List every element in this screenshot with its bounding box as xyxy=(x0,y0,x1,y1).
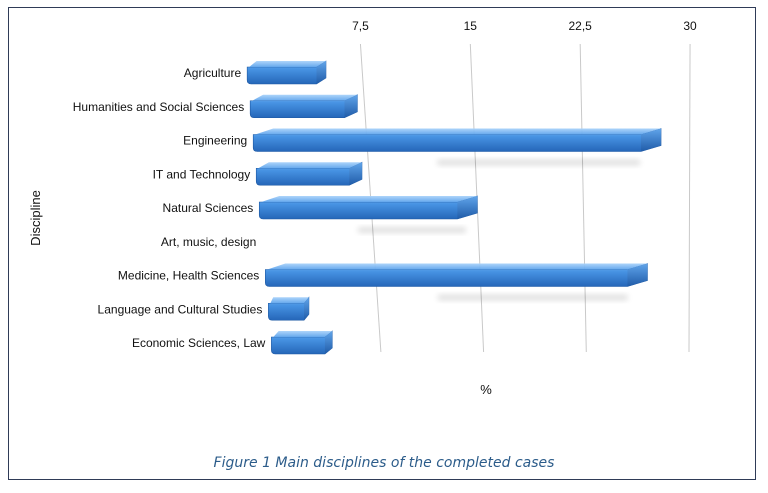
bar-cap xyxy=(324,331,333,354)
bar-top xyxy=(252,94,358,101)
figure-frame xyxy=(8,7,756,480)
bar-cap xyxy=(457,196,478,219)
bar xyxy=(258,195,478,220)
y-axis-title: Discipline xyxy=(28,190,43,246)
x-gridline xyxy=(579,43,587,353)
bar xyxy=(246,60,327,85)
bar-cap xyxy=(316,61,326,84)
x-tick-label: 15 xyxy=(464,19,478,33)
figure-caption: Figure 1 Main disciplines of the complet… xyxy=(213,455,555,471)
bar-shadow xyxy=(436,159,641,166)
x-tick-label: 22,5 xyxy=(569,19,593,33)
bar xyxy=(271,330,333,355)
category-label: Economic Sciences, Law xyxy=(132,336,266,350)
bar-cap xyxy=(304,297,309,321)
bar xyxy=(252,128,662,152)
bar-top xyxy=(255,128,662,135)
category-label: Medicine, Health Sciences xyxy=(118,269,259,283)
bar-cap xyxy=(349,162,362,186)
bar-top xyxy=(270,297,309,304)
bar xyxy=(249,94,358,119)
category-label: IT and Technology xyxy=(153,167,251,181)
bar-top xyxy=(267,263,648,270)
bar xyxy=(268,296,310,321)
bar-shadow xyxy=(357,227,467,233)
category-label: Language and Cultural Studies xyxy=(98,302,263,316)
bar-cap xyxy=(344,94,358,118)
category-label: Art, music, design xyxy=(161,235,256,249)
bar xyxy=(265,263,648,287)
x-tick-label: 7,5 xyxy=(352,19,369,33)
category-label: Humanities and Social Sciences xyxy=(73,100,244,114)
bar-face xyxy=(246,60,327,85)
x-axis-title: % xyxy=(480,382,492,397)
bar-top xyxy=(273,331,333,337)
bar-shadow xyxy=(437,294,629,301)
x-tick-label: 30 xyxy=(683,19,697,33)
category-label: Engineering xyxy=(183,134,247,148)
bar xyxy=(255,161,363,186)
bar-face xyxy=(268,296,310,321)
category-label: Agriculture xyxy=(184,66,242,80)
category-label: Natural Sciences xyxy=(163,201,254,215)
bar-top xyxy=(249,61,326,67)
bar-face xyxy=(249,94,358,119)
x-gridline xyxy=(688,43,691,353)
bar-cap xyxy=(641,128,662,152)
bar-top xyxy=(258,162,362,169)
bar-top xyxy=(261,196,478,202)
bar-cap xyxy=(627,263,648,287)
